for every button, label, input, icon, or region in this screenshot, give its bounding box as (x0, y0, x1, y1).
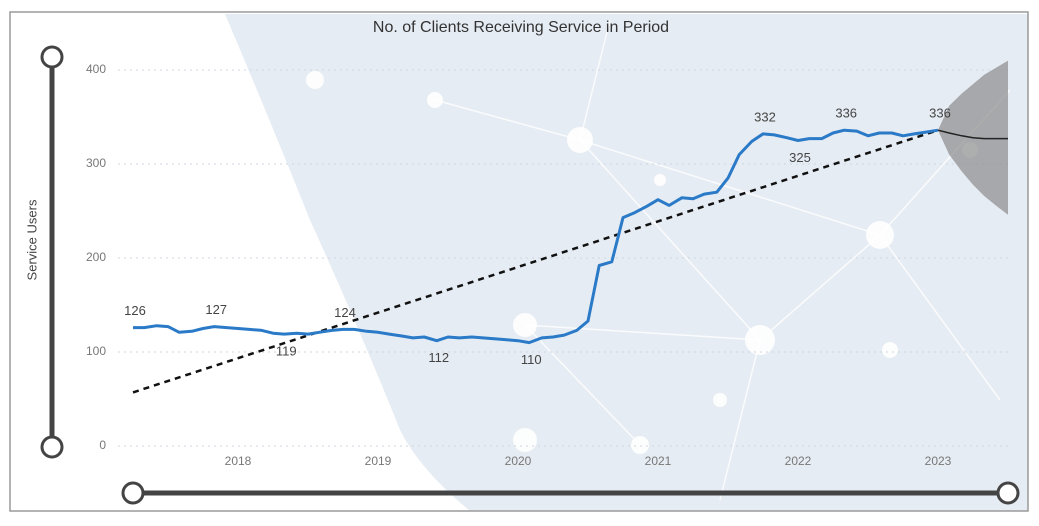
series-line (133, 128, 939, 345)
x-tick-label: 2018 (225, 454, 252, 468)
x-tick-label: 2019 (365, 454, 392, 468)
x-tick-label: 2023 (925, 454, 952, 468)
data-label: 332 (754, 109, 776, 124)
data-label: 124 (334, 305, 356, 320)
frame (9, 11, 1029, 512)
chart-title: No. of Clients Receiving Service in Peri… (373, 19, 669, 36)
data-label: 110 (521, 352, 542, 367)
y-tick-label: 100 (86, 344, 106, 358)
y-tick-label: 400 (86, 62, 106, 76)
background-pattern (225, 14, 1028, 511)
forecast-line (937, 129, 1008, 140)
x-tick-label: 2022 (785, 454, 812, 468)
plot: 0 100 200 300 400 2018 2019 2020 2021 2022 2023 126… (86, 60, 1008, 468)
trend-line (132, 129, 939, 394)
y-slider[interactable] (40, 45, 64, 459)
data-label: 126 (124, 303, 146, 318)
y-tick-label: 0 (99, 438, 106, 452)
x-slider[interactable] (121, 481, 1020, 505)
x-tick-label: 2020 (505, 454, 532, 468)
data-label: 127 (205, 302, 227, 317)
y-tick-label: 300 (86, 156, 106, 170)
data-label: 336 (835, 106, 857, 121)
data-label: 336 (929, 106, 951, 121)
y-axis-title: Service Users (24, 199, 39, 280)
data-label: 119 (276, 344, 297, 359)
x-tick-label: 2021 (645, 454, 672, 468)
y-tick-label: 200 (86, 250, 106, 264)
data-label: 325 (789, 150, 811, 165)
data-label: 112 (428, 350, 449, 365)
